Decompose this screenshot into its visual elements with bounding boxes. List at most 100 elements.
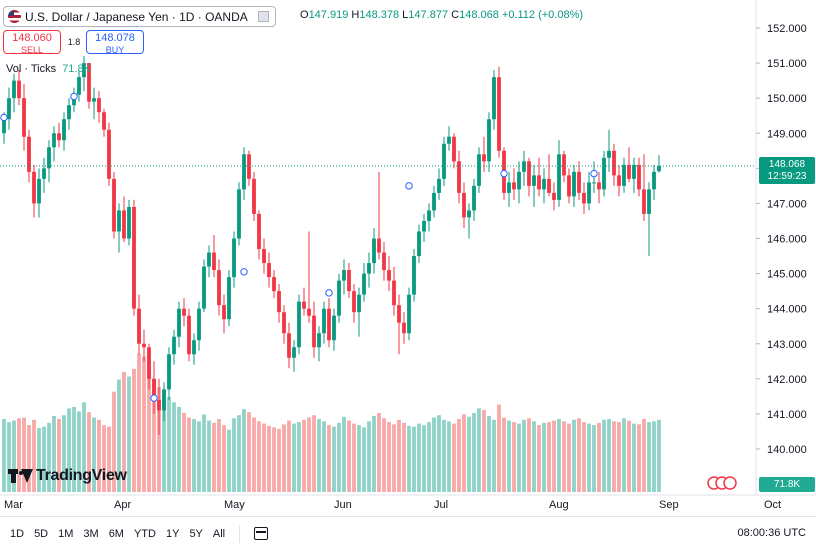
x-tick-label: Jun	[334, 499, 352, 511]
volume-bar	[652, 421, 656, 492]
volume-bar	[437, 415, 441, 492]
volume-bar	[347, 420, 351, 492]
volume-bar	[562, 421, 566, 492]
candle-body	[202, 266, 206, 309]
range-5d[interactable]: 5D	[34, 527, 49, 540]
calendar-icon[interactable]	[254, 527, 269, 540]
range-1y[interactable]: 1Y	[165, 527, 180, 540]
volume-bar	[207, 420, 211, 492]
candle-body	[557, 154, 561, 200]
x-tick-label: Sep	[659, 499, 679, 511]
candle-body	[652, 171, 656, 190]
candle-body	[217, 270, 221, 306]
x-tick-label: Aug	[549, 499, 569, 511]
candle-body	[372, 238, 376, 264]
candle-body	[577, 171, 581, 193]
candle-body	[162, 389, 166, 411]
candle-body	[27, 136, 31, 172]
candle-body	[437, 178, 441, 193]
candle-body	[327, 308, 331, 341]
volume-bar	[472, 412, 476, 492]
volume-bar	[167, 397, 171, 492]
volume-bar	[197, 421, 201, 492]
range-3m[interactable]: 3M	[83, 527, 99, 540]
candle-body	[272, 277, 276, 292]
candle-body	[367, 263, 371, 274]
candle-body	[302, 301, 306, 309]
volume-bar	[482, 409, 486, 492]
volume-bar	[42, 426, 46, 492]
candle-body	[37, 178, 41, 204]
event-marker	[325, 289, 333, 297]
candle-body	[402, 322, 406, 334]
volume-bar	[22, 417, 26, 492]
volume-bar	[467, 416, 471, 492]
volume-bar	[327, 425, 331, 492]
open-value: 147.919	[308, 9, 349, 21]
close-label: C	[451, 9, 460, 21]
volume-bar	[142, 356, 146, 492]
volume-bar	[357, 425, 361, 492]
volume-bar	[62, 415, 66, 492]
volume-bar	[232, 418, 236, 492]
toolbar-divider	[239, 524, 241, 543]
volume-bar	[17, 418, 21, 492]
volume-bar	[147, 366, 151, 492]
candle-body	[182, 308, 186, 316]
candle-body	[67, 105, 71, 120]
volume-bar	[7, 422, 11, 492]
volume-bar	[507, 420, 511, 492]
volume-bar	[612, 421, 616, 492]
candle-body	[257, 213, 261, 250]
range-ytd[interactable]: YTD	[133, 527, 156, 540]
volume-bar	[227, 429, 231, 492]
range-all[interactable]: All	[212, 527, 226, 540]
range-5y[interactable]: 5Y	[189, 527, 203, 540]
volume-bar	[212, 422, 216, 492]
candle-body	[487, 119, 491, 162]
sell-button[interactable]: 148.060 SELL	[3, 30, 61, 55]
symbol-title: U.S. Dollar / Japanese Yen · 1D · OANDA	[25, 9, 248, 24]
candle-body	[362, 273, 366, 295]
square-icon[interactable]	[257, 11, 269, 22]
chart-canvas[interactable]: 152.000151.000150.000149.000148.000147.0…	[0, 0, 816, 516]
volume-bar	[587, 423, 591, 492]
symbol-legend[interactable]: U.S. Dollar / Japanese Yen · 1D · OANDA	[3, 6, 276, 27]
candle-body	[197, 308, 201, 341]
volume-legend[interactable]: Vol · Ticks 71.8K	[6, 63, 91, 75]
range-6m[interactable]: 6M	[108, 527, 124, 540]
range-1d[interactable]: 1D	[10, 527, 25, 540]
x-tick-label: Apr	[114, 499, 131, 511]
candle-body	[357, 294, 361, 313]
candle-body	[442, 143, 446, 179]
tradingview-logo-text: TradingView	[36, 467, 127, 484]
volume-bar	[317, 419, 321, 492]
bar-countdown: 12:59:23	[767, 171, 807, 182]
utc-clock[interactable]: 08:00:36 UTC	[737, 527, 806, 539]
volume-bar	[407, 425, 411, 492]
candle-body	[207, 252, 211, 267]
candle-body	[297, 301, 301, 348]
axis-layer: 152.000151.000150.000149.000148.000147.0…	[0, 0, 816, 511]
candle-body	[22, 98, 26, 137]
x-tick-label: Mar	[4, 499, 23, 511]
volume-bar	[567, 423, 571, 492]
volume-bar	[157, 387, 161, 492]
volume-bar	[362, 427, 366, 492]
tradingview-logo[interactable]: TradingView	[8, 465, 127, 487]
candle-body	[137, 308, 141, 344]
low-label: L	[402, 9, 409, 21]
buy-price: 148.078	[95, 32, 135, 44]
volume-bar	[432, 417, 436, 492]
volume-bar	[377, 412, 381, 492]
volume-bar	[222, 425, 226, 492]
volume-bar	[462, 414, 466, 492]
candle-body	[617, 175, 621, 186]
candle-body	[422, 220, 426, 232]
candle-body	[142, 343, 146, 348]
volume-bar	[597, 422, 601, 492]
sell-label: SELL	[20, 45, 44, 55]
buy-button[interactable]: 148.078 BUY	[86, 30, 144, 55]
range-1m[interactable]: 1M	[58, 527, 74, 540]
